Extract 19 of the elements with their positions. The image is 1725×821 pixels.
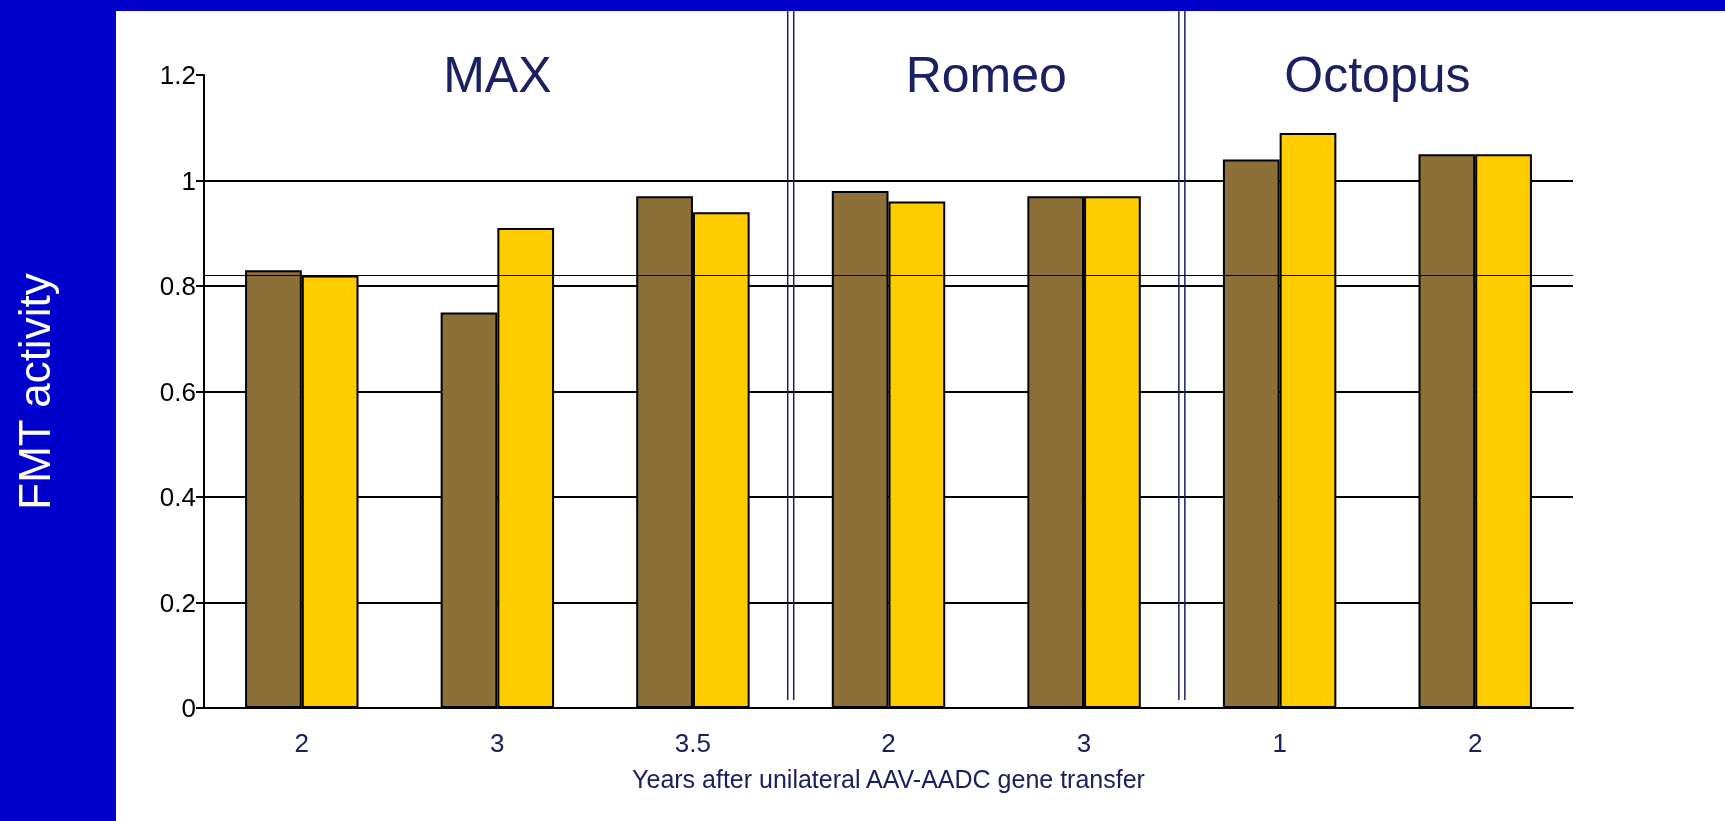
y-axis-title: FMT activity	[9, 273, 59, 510]
y-tick-label: 0	[181, 693, 196, 723]
y-tick-label: 1	[181, 165, 196, 196]
x-tick-label: 3	[490, 728, 505, 758]
y-tick-label: 1.2	[159, 60, 196, 90]
x-axis-title: Years after unilateral AAV-AADC gene transfer	[632, 764, 1145, 793]
y-tick-label: 0.6	[159, 376, 196, 407]
x-tick-label: 2	[294, 728, 310, 758]
y-tick-label: 0.4	[159, 482, 196, 512]
annotation: MAX	[443, 47, 552, 103]
y-tick-label: 0.8	[159, 271, 196, 301]
x-tick-label: 2	[881, 728, 896, 758]
x-tick-label: 1	[1272, 728, 1287, 758]
x-tick-label: 3.5	[674, 728, 712, 758]
annotation: Romeo	[905, 47, 1067, 103]
y-tick-label: 0.2	[159, 587, 196, 618]
annotation: Octopus	[1284, 47, 1471, 103]
x-tick-label: 2	[1467, 728, 1483, 758]
x-tick-label: 3	[1076, 728, 1092, 758]
